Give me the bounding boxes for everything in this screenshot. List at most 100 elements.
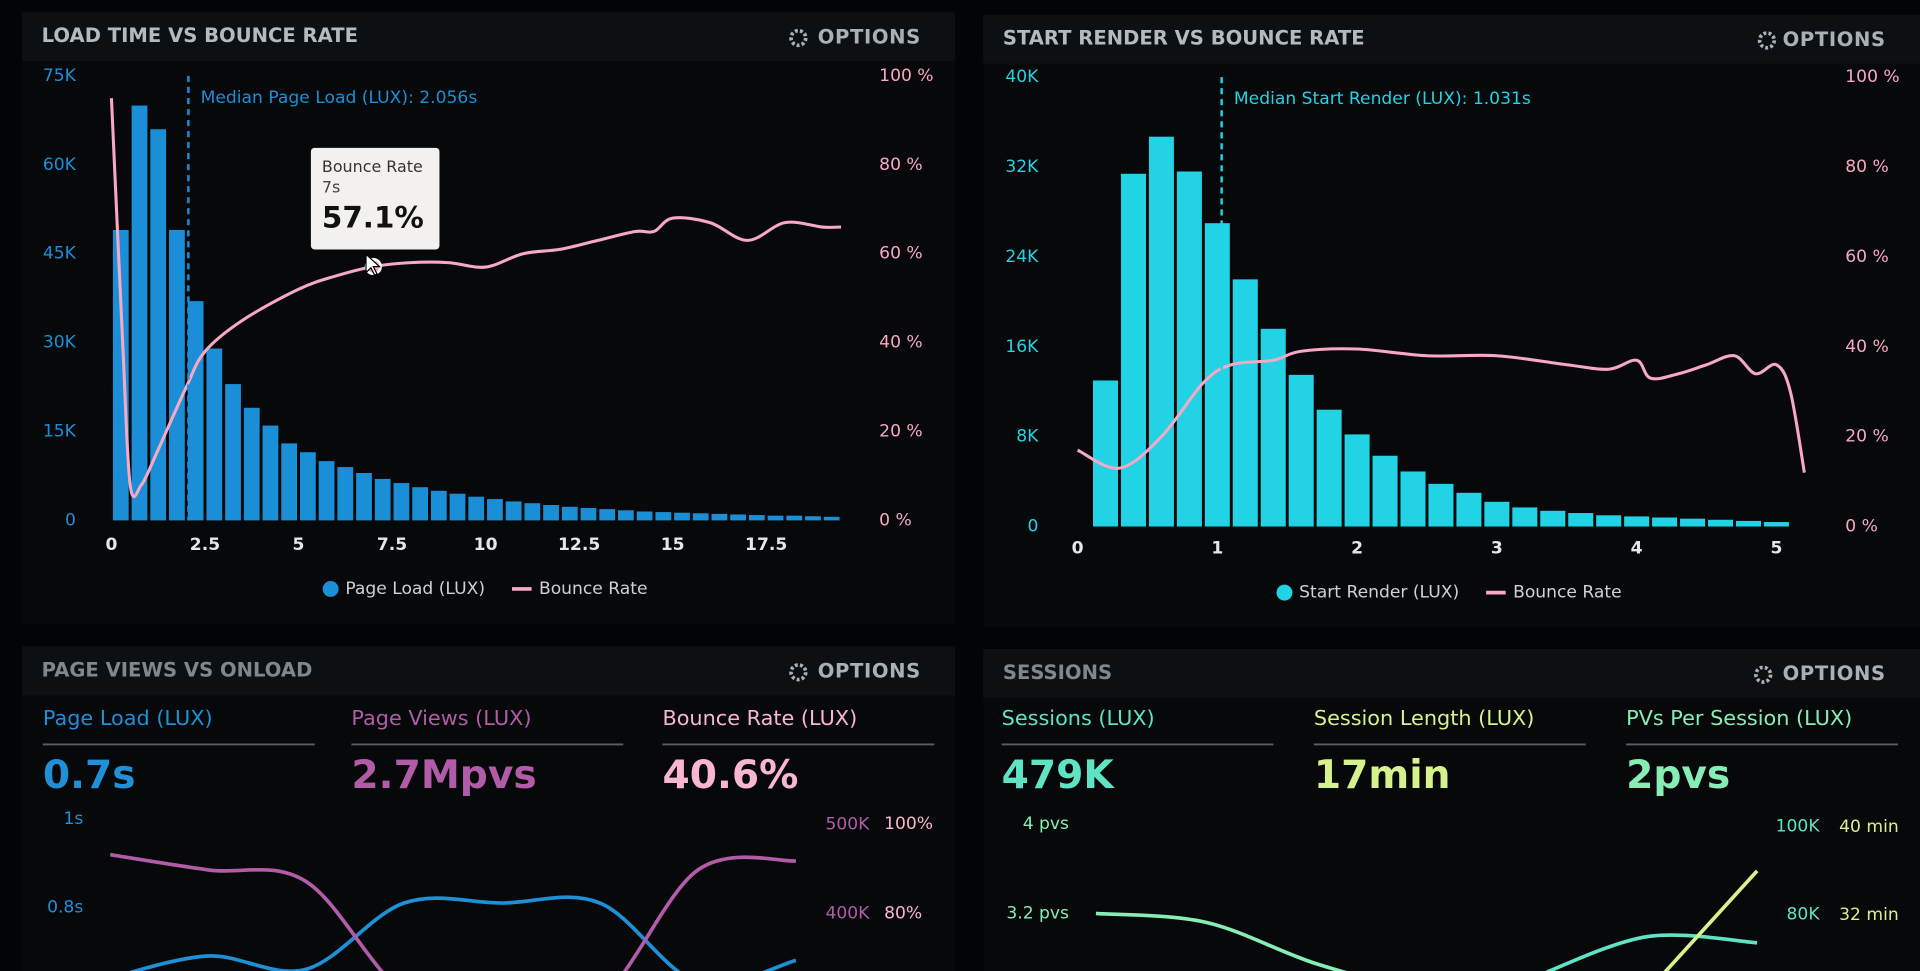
bar	[1540, 510, 1566, 527]
kpi-label: PVs Per Session (LUX)	[1626, 706, 1852, 730]
kpi-label: Sessions (LUX)	[1002, 706, 1155, 730]
x-tick-label: 17.5	[745, 535, 787, 555]
panel-title: SESSIONS	[1003, 661, 1112, 684]
legend-label: Page Load (LUX)	[345, 579, 485, 599]
bar	[674, 512, 690, 521]
bar	[505, 501, 522, 521]
kpi-value: 2pvs	[1626, 753, 1730, 798]
y-tick-label: 60K	[43, 155, 77, 175]
kpi-label: Session Length (LUX)	[1314, 706, 1535, 730]
bar	[730, 514, 747, 521]
bar	[468, 496, 485, 521]
options-button: OPTIONS	[818, 25, 921, 48]
y-tick-label: 0	[1027, 517, 1038, 537]
bar	[1316, 409, 1342, 527]
bar	[1484, 501, 1510, 527]
bar	[1680, 518, 1706, 527]
bar	[618, 510, 634, 521]
y2-tick-label: 20 %	[879, 422, 923, 442]
bar	[112, 230, 129, 521]
bar	[711, 513, 728, 521]
bar	[823, 516, 840, 521]
y-tick-label: 16K	[1005, 337, 1039, 357]
y-tick-label: 75K	[43, 66, 77, 86]
x-tick-label: 0	[1072, 539, 1084, 559]
bar	[1456, 492, 1482, 527]
series-line	[129, 895, 797, 971]
bar	[748, 515, 765, 521]
y2-tick-label: 80K	[1787, 905, 1821, 925]
bar	[150, 129, 167, 521]
x-tick-label: 3	[1491, 539, 1503, 559]
x-tick-label: 5	[293, 535, 305, 555]
y2-tick-label: 100K	[1776, 817, 1821, 837]
bar	[1092, 380, 1119, 527]
y-tick-label: 8K	[1016, 427, 1039, 447]
y2-tick-label: 40 %	[1845, 337, 1889, 357]
bar	[169, 230, 185, 521]
gear-icon-hub	[1760, 671, 1766, 678]
gear-icon	[789, 28, 808, 48]
bar	[692, 513, 709, 521]
y-tick-label: 40K	[1005, 67, 1039, 87]
panel	[983, 648, 1920, 971]
panel-title: PAGE VIEWS VS ONLOAD	[42, 659, 313, 682]
bar	[206, 348, 223, 521]
y2-tick-label: 40 %	[879, 333, 923, 353]
bar	[374, 478, 391, 521]
legend-label: Bounce Rate	[1513, 583, 1622, 603]
bar	[786, 515, 803, 521]
series-line	[1663, 869, 1759, 971]
y2-tick-label: 20 %	[1845, 427, 1889, 447]
legend-label: Start Render (LUX)	[1299, 583, 1459, 603]
bar	[393, 483, 410, 521]
bar	[524, 503, 541, 521]
bar	[1596, 515, 1622, 527]
gear-icon-hub	[795, 35, 802, 41]
bar	[1344, 434, 1370, 527]
bar	[1652, 517, 1678, 527]
bar	[561, 506, 578, 521]
median-label: Median Start Render (LUX): 1.031s	[1234, 89, 1531, 109]
y2-tick-label: 400K	[825, 904, 870, 924]
bar	[805, 516, 821, 521]
bar	[1288, 374, 1314, 527]
bar	[1204, 223, 1230, 527]
bar	[1120, 173, 1146, 527]
series-line	[109, 852, 797, 971]
bar	[225, 384, 241, 521]
x-tick-label: 4	[1631, 539, 1643, 559]
options-button: OPTIONS	[1783, 662, 1886, 685]
bar	[1176, 171, 1202, 527]
x-tick-label: 0	[105, 535, 117, 555]
bar	[131, 105, 148, 521]
tooltip-value: 57.1%	[322, 200, 424, 234]
bar	[187, 301, 204, 521]
x-tick-label: 2.5	[190, 535, 220, 555]
y2-tick-label: 0 %	[1845, 517, 1878, 537]
bar	[1624, 516, 1650, 527]
x-tick-label: 7.5	[377, 535, 407, 555]
y2-tick-label: 0 %	[879, 510, 912, 530]
panel-title: START RENDER VS BOUNCE RATE	[1003, 27, 1365, 50]
bar	[262, 425, 279, 521]
kpi-value: 0.7s	[43, 753, 136, 798]
bar	[281, 443, 298, 521]
y2-tick-label: 60 %	[879, 244, 923, 264]
gear-icon	[1757, 31, 1777, 50]
y3-tick-label: 100%	[884, 814, 933, 834]
tooltip-title: Bounce Rate	[322, 157, 423, 176]
kpi-label: Page Views (LUX)	[351, 706, 531, 730]
panel-title: LOAD TIME VS BOUNCE RATE	[42, 24, 358, 47]
cursor-icon	[365, 252, 382, 276]
bar	[318, 461, 335, 521]
bar	[430, 490, 447, 521]
legend-dot	[322, 581, 339, 597]
y3-tick-label: 32 min	[1839, 905, 1899, 925]
median-label: Median Page Load (LUX): 2.056s	[201, 88, 478, 108]
y2-tick-label: 60 %	[1845, 247, 1889, 267]
y-tick-label: 1s	[63, 809, 83, 829]
y2-tick-label: 100 %	[1845, 67, 1899, 87]
kpi-value: 2.7Mpvs	[351, 753, 536, 798]
options-button: OPTIONS	[1783, 28, 1886, 51]
